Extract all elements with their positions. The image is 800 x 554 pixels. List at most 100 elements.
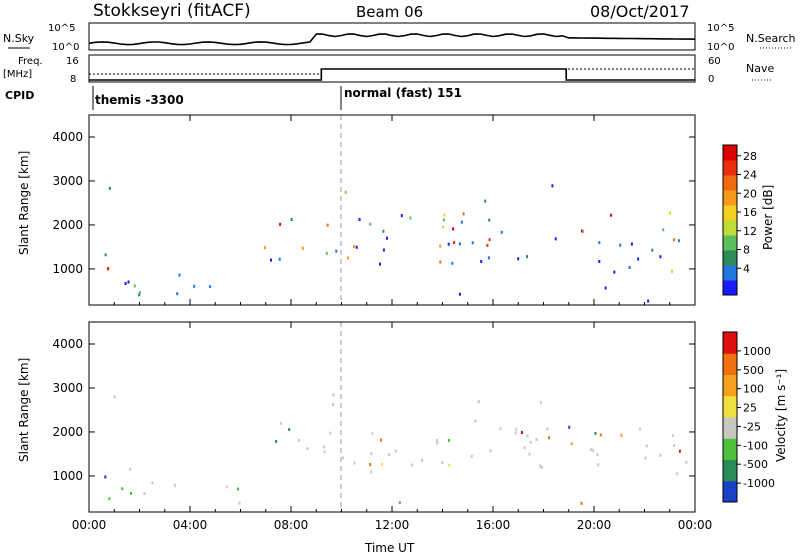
time-tick-label: 04:00	[173, 518, 208, 532]
data-cell	[301, 246, 304, 250]
data-cell	[486, 243, 489, 247]
data-cell	[500, 230, 503, 234]
colorbar-swatch	[723, 250, 737, 266]
colorbar-swatch	[723, 480, 737, 503]
data-cell	[589, 448, 592, 452]
colorbar-swatch	[723, 438, 737, 460]
data-cell	[630, 242, 633, 246]
colorbar-swatch	[723, 190, 737, 206]
data-cell	[523, 446, 526, 450]
data-cell	[278, 257, 281, 261]
colorbar-swatch	[723, 332, 737, 354]
data-cell	[488, 218, 491, 222]
power-ytick-label: 4000	[52, 130, 83, 144]
data-cell	[480, 260, 483, 263]
data-cell	[442, 218, 445, 222]
data-cell	[121, 487, 124, 491]
time-axis-label: Time UT	[364, 541, 415, 554]
data-cell	[637, 257, 640, 261]
nave-tick-bottom: 0	[708, 74, 714, 85]
velocity-ytick-label: 4000	[52, 337, 83, 351]
velocity-panel: 1000 2000 3000 4000 00:00 04:00 08:00 12:00 16:0…	[17, 321, 788, 554]
data-cell	[470, 454, 473, 458]
data-cell	[335, 249, 338, 253]
data-cell	[353, 461, 356, 465]
colorbar-swatch	[723, 459, 737, 482]
data-cell	[529, 440, 532, 444]
nave-trace	[89, 68, 695, 75]
data-cell	[124, 282, 127, 285]
data-cell	[551, 184, 554, 188]
data-cell	[379, 262, 381, 266]
data-cell	[514, 431, 517, 435]
power-colorbar: 4 8 12 16 20 24 28	[722, 144, 757, 296]
data-cell	[471, 241, 474, 245]
data-cell	[381, 462, 383, 466]
data-cell	[528, 452, 531, 456]
data-cell	[329, 431, 332, 435]
colorbar-tick-label: 4	[743, 262, 750, 275]
data-cell	[678, 449, 681, 453]
data-cell	[358, 218, 361, 221]
data-cell	[436, 441, 439, 445]
data-cell	[322, 445, 325, 449]
colorbar-swatch	[723, 280, 737, 296]
velocity-colorbar-label: Velocity [m s⁻¹]	[774, 369, 788, 462]
data-cell	[526, 255, 528, 259]
data-cell	[279, 421, 282, 425]
data-cell	[108, 186, 111, 190]
data-cell	[568, 425, 571, 429]
data-cell	[487, 256, 490, 260]
freq-unit-label: [MHz]	[3, 69, 32, 80]
time-tick-label: 20:00	[577, 518, 612, 532]
data-cell	[598, 241, 601, 245]
data-cell	[370, 452, 373, 456]
nave-label: Nave	[746, 62, 774, 75]
data-cell	[673, 444, 676, 447]
data-cell	[673, 238, 676, 242]
velocity-ytick-label: 1000	[52, 469, 83, 483]
data-cell	[279, 222, 282, 226]
data-cell	[517, 257, 520, 261]
data-cell	[581, 229, 584, 233]
data-cell	[288, 428, 291, 431]
data-cell	[441, 225, 444, 229]
velocity-ylabel: Slant Range [km]	[17, 358, 31, 462]
data-cell	[645, 444, 648, 448]
data-cell	[382, 229, 385, 233]
data-cell	[447, 242, 450, 246]
data-cell	[628, 266, 631, 269]
data-cell	[448, 438, 450, 442]
data-cell	[193, 284, 196, 288]
data-cell	[521, 431, 523, 434]
data-cell	[143, 492, 146, 495]
colorbar-swatch	[723, 205, 737, 221]
nsky-tick-bottom: 10^0	[52, 42, 79, 53]
data-cell	[342, 456, 345, 460]
data-cell	[371, 431, 374, 435]
colorbar-tick-label: -25	[743, 420, 761, 433]
colorbar-tick-label: -1000	[743, 477, 775, 490]
colorbar-tick-label: 24	[743, 169, 757, 182]
data-cell	[460, 220, 463, 224]
velocity-data-cells	[104, 393, 688, 505]
data-cell	[369, 463, 372, 466]
data-cell	[409, 216, 412, 220]
data-cell	[290, 218, 293, 221]
data-cell	[306, 447, 309, 450]
data-cell	[439, 244, 442, 248]
data-cell	[369, 222, 372, 226]
data-cell	[380, 438, 382, 442]
data-cell	[139, 291, 141, 295]
colorbar-tick-label: 28	[743, 150, 757, 163]
colorbar-swatch	[723, 145, 737, 161]
colorbar-swatch	[723, 175, 737, 191]
data-cell	[355, 245, 358, 249]
data-cell	[662, 228, 665, 232]
data-cell	[104, 475, 107, 479]
colorbar-swatch	[723, 160, 737, 176]
data-cell	[659, 453, 662, 457]
data-cell	[484, 199, 487, 203]
data-cell	[441, 461, 444, 465]
